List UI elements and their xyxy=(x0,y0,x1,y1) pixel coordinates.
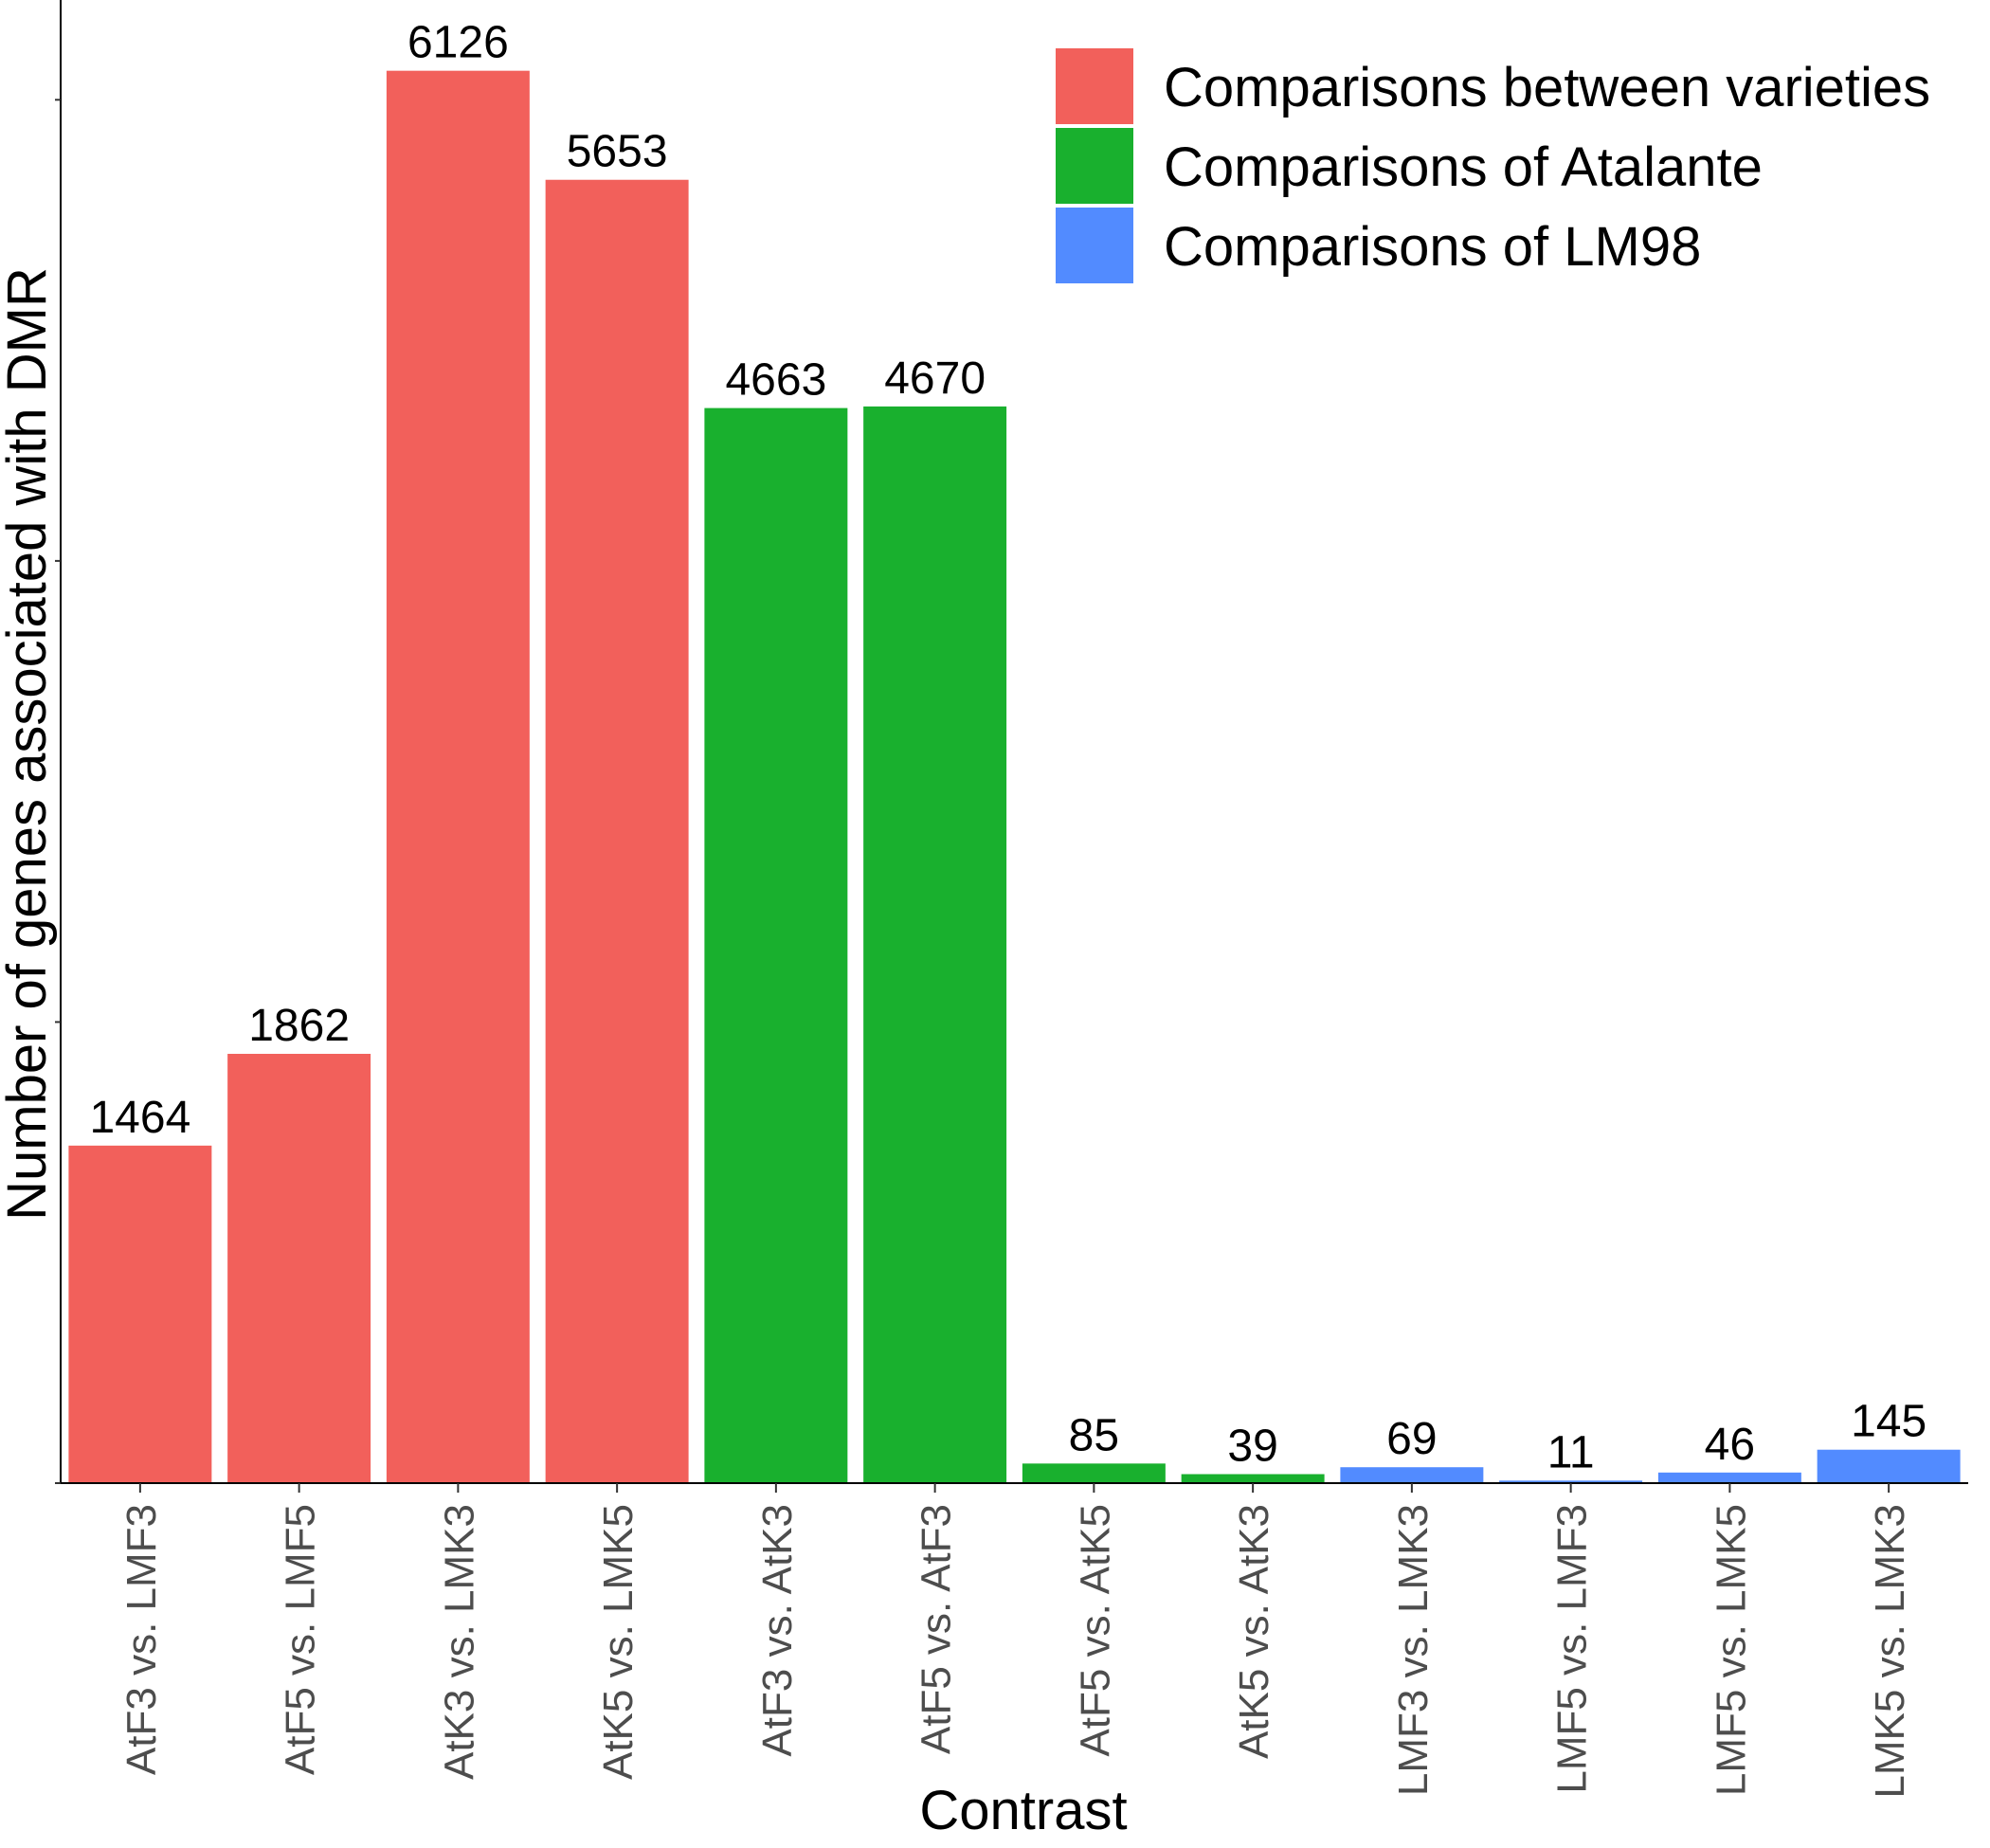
legend-key-2 xyxy=(1054,126,1135,206)
x-tick-labels-layer: AtF3 vs. LMF3 AtF5 vs. LMF5 AtK3 vs. LMK3 A… xyxy=(118,1504,1913,1799)
x-tick-label-12: LMK5 vs. LMK3 xyxy=(1867,1504,1913,1799)
legend-key-3 xyxy=(1054,206,1135,285)
legend: Comparisons between varieties Comparisons… xyxy=(1054,46,1930,285)
x-tick-label-10: LMF5 vs. LMF3 xyxy=(1549,1504,1596,1794)
bar-11 xyxy=(1657,1472,1801,1483)
x-tick-label-2: AtF5 vs. LMF5 xyxy=(278,1504,324,1775)
bar-12 xyxy=(1817,1449,1961,1483)
bar-9 xyxy=(1340,1467,1484,1483)
x-tick-label-1: AtF3 vs. LMF3 xyxy=(118,1504,165,1775)
x-tick-label-9: LMF3 vs. LMK3 xyxy=(1390,1504,1437,1796)
y-axis-title: Number of genes associated with DMR xyxy=(0,267,58,1221)
legend-label-2: Comparisons of Atalante xyxy=(1164,136,1763,198)
value-label-5: 4663 xyxy=(725,355,826,406)
value-label-11: 46 xyxy=(1705,1420,1755,1470)
x-tick-label-8: AtK5 vs. AtK3 xyxy=(1231,1504,1277,1759)
value-label-12: 145 xyxy=(1851,1397,1927,1447)
bar-4 xyxy=(545,179,689,1484)
bar-2 xyxy=(227,1054,371,1483)
value-label-2: 1862 xyxy=(248,1001,350,1051)
x-tick-label-5: AtF3 vs. AtK3 xyxy=(754,1504,801,1757)
value-label-9: 69 xyxy=(1386,1414,1437,1464)
value-label-8: 39 xyxy=(1227,1422,1277,1472)
y-ticks-layer xyxy=(55,99,61,1484)
value-label-7: 85 xyxy=(1069,1410,1119,1460)
legend-label-1: Comparisons between varieties xyxy=(1164,57,1930,118)
value-label-10: 11 xyxy=(1547,1427,1595,1477)
x-tick-label-11: LMF5 vs. LMK5 xyxy=(1708,1504,1754,1796)
x-ticks-layer xyxy=(138,1483,1890,1493)
bar-7 xyxy=(1022,1463,1166,1483)
bar-8 xyxy=(1181,1474,1325,1483)
x-tick-label-7: AtF5 vs. AtK5 xyxy=(1072,1504,1118,1757)
bar-5 xyxy=(704,408,848,1484)
value-label-3: 6126 xyxy=(407,18,509,68)
value-label-6: 4670 xyxy=(884,353,986,404)
bar-3 xyxy=(386,70,530,1483)
x-tick-label-3: AtK3 vs. LMK3 xyxy=(436,1504,482,1780)
x-axis-title: Contrast xyxy=(919,1780,1127,1841)
legend-key-1 xyxy=(1054,46,1135,126)
value-labels-layer: 1464 1862 6126 5653 4663 4670 85 39 69 11 46 145 xyxy=(89,18,1927,1478)
x-tick-label-6: AtF5 vs. AtF3 xyxy=(914,1504,960,1754)
legend-label-3: Comparisons of LM98 xyxy=(1164,216,1701,278)
value-label-1: 1464 xyxy=(89,1093,190,1143)
bar-10 xyxy=(1499,1480,1643,1483)
x-tick-label-4: AtK5 vs. LMK5 xyxy=(595,1504,642,1780)
bars-layer xyxy=(68,70,1961,1484)
bar-1 xyxy=(68,1145,212,1483)
bar-6 xyxy=(863,406,1007,1483)
value-label-4: 5653 xyxy=(567,127,668,177)
